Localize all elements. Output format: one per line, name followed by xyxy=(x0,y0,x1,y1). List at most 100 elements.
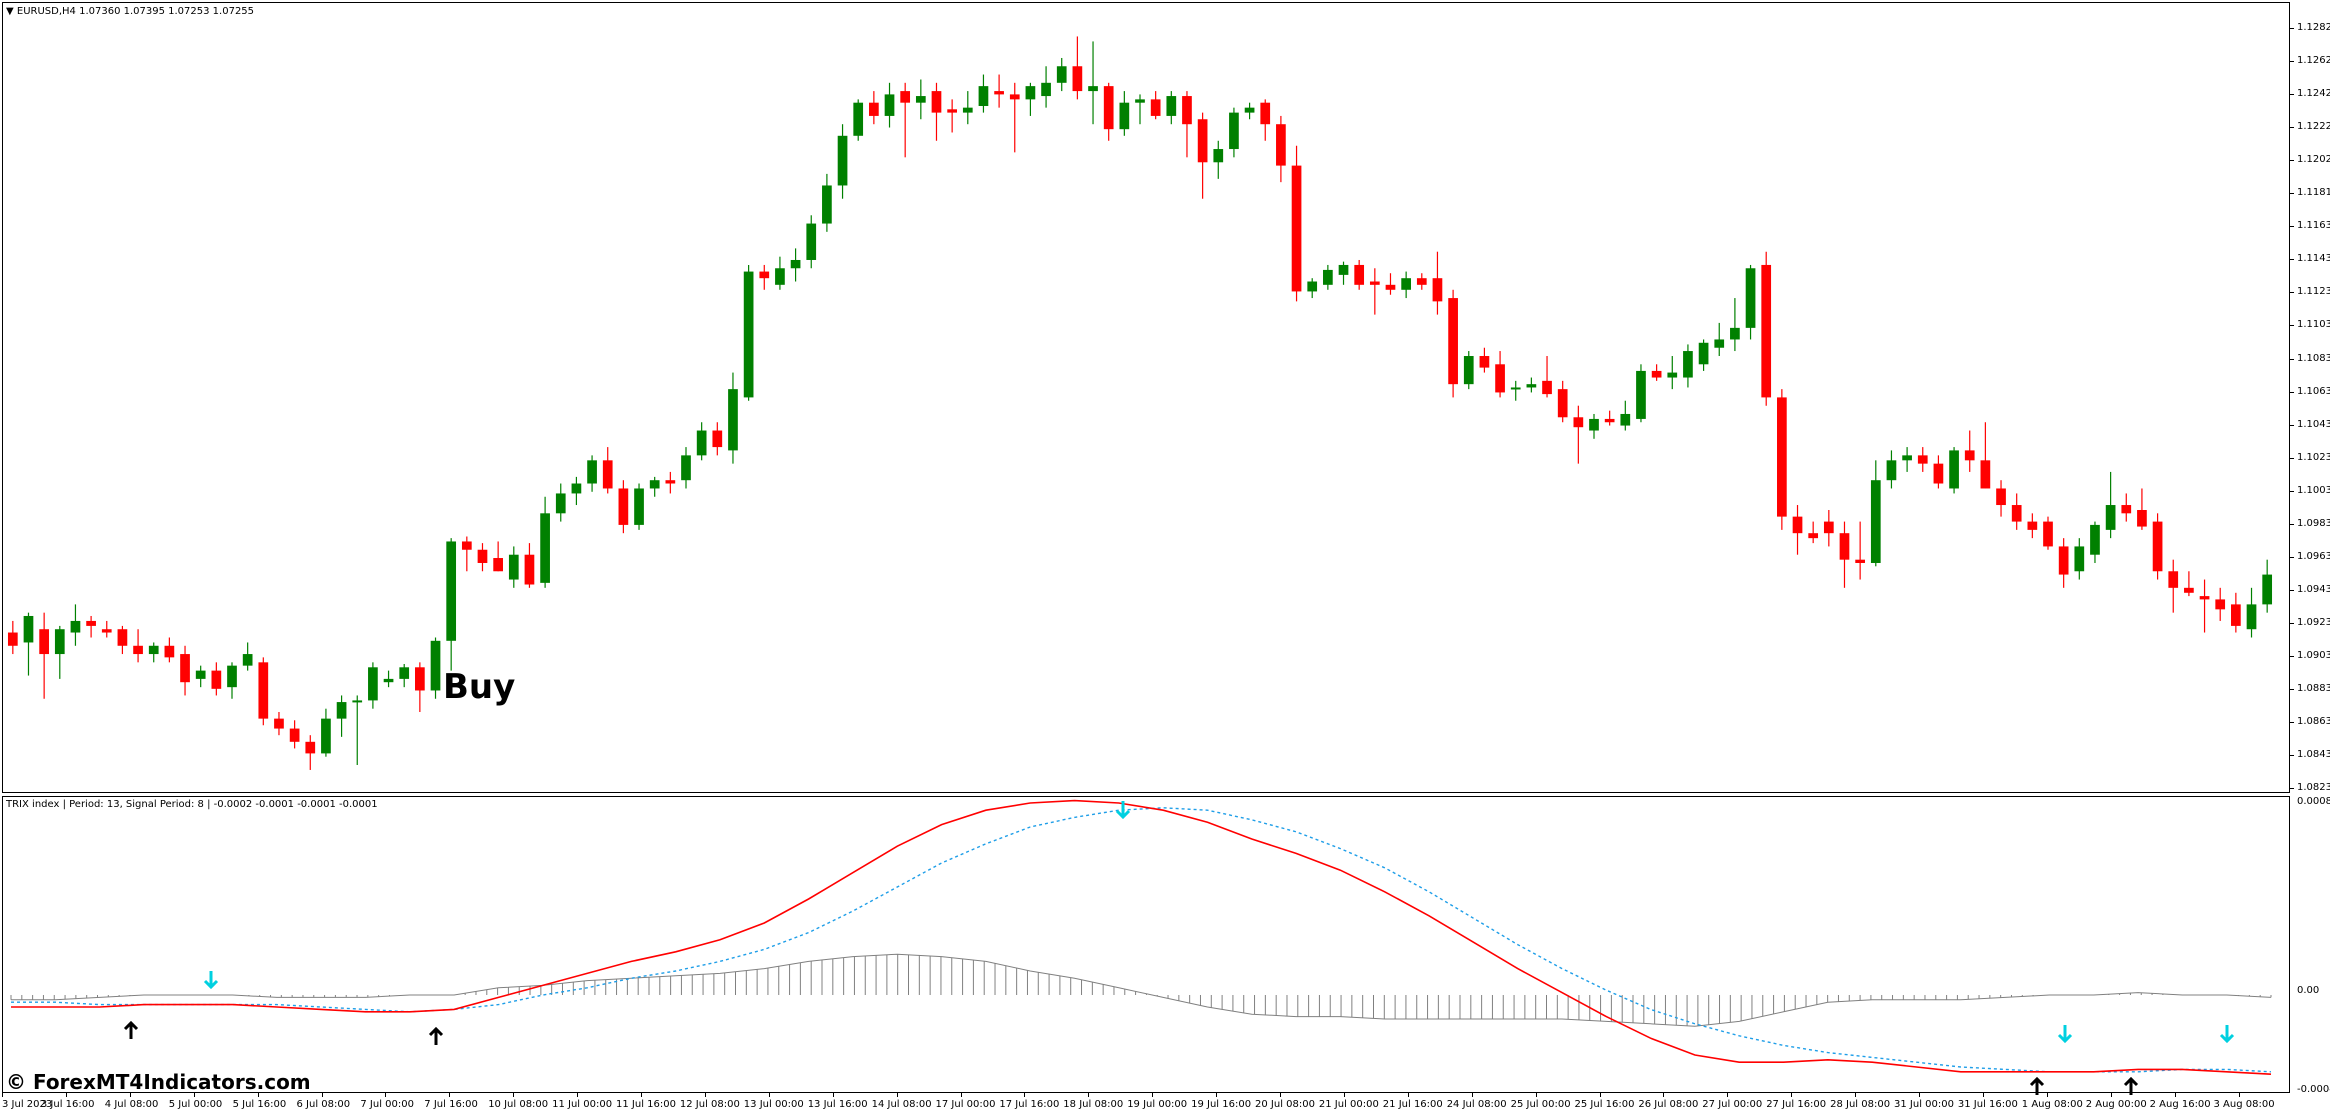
candle xyxy=(1761,251,1772,406)
candle xyxy=(1119,91,1130,136)
candle xyxy=(884,82,895,128)
candle xyxy=(1823,510,1834,547)
candle xyxy=(587,455,597,492)
candle xyxy=(555,483,566,522)
time-tick-label: 24 Jul 08:00 xyxy=(1446,1099,1507,1110)
candle xyxy=(227,662,237,699)
time-tick-label: 13 Jul 16:00 xyxy=(807,1099,868,1110)
candle xyxy=(634,483,644,530)
indicator-pane[interactable]: TRIX index | Period: 13, Signal Period: … xyxy=(2,796,2290,1095)
buy-arrow-icon xyxy=(2029,1076,2045,1095)
candle xyxy=(743,264,754,401)
candle xyxy=(1025,82,1036,116)
candle xyxy=(1526,377,1537,393)
price-tick-mark xyxy=(2289,259,2294,261)
trix-signal-line xyxy=(11,807,2272,1073)
time-tick-label: 28 Jul 08:00 xyxy=(1830,1099,1891,1110)
candle xyxy=(1964,430,1975,472)
price-tick-label: 1.09430 xyxy=(2297,583,2330,595)
time-tick-mark xyxy=(385,1093,387,1097)
candle xyxy=(1479,347,1490,373)
candle xyxy=(1933,455,1944,489)
candle xyxy=(1917,447,1928,472)
candle xyxy=(1088,41,1098,125)
time-tick-label: 1 Aug 08:00 xyxy=(2021,1099,2083,1110)
price-tick-label: 1.08635 xyxy=(2297,716,2330,728)
candle xyxy=(1276,115,1286,183)
time-tick-label: 2 Aug 00:00 xyxy=(2085,1099,2147,1110)
candle xyxy=(211,662,222,696)
time-tick-mark xyxy=(1599,1093,1601,1097)
time-tick-mark xyxy=(193,1093,195,1097)
candle xyxy=(1197,112,1208,199)
time-tick-label: 17 Jul 16:00 xyxy=(999,1099,1060,1110)
time-tick-label: 25 Jul 00:00 xyxy=(1510,1099,1571,1110)
trix-histogram xyxy=(10,954,2272,1026)
candle xyxy=(1495,351,1505,398)
price-tick-label: 1.08235 xyxy=(2297,782,2330,794)
candle xyxy=(1980,422,1991,489)
price-chart-pane[interactable]: ▼ EURUSD,H4 1.07360 1.07395 1.07253 1.07… xyxy=(2,2,2290,793)
time-tick-label: 31 Jul 16:00 xyxy=(1957,1099,2018,1110)
time-tick-mark xyxy=(2238,1093,2240,1097)
candle xyxy=(1072,36,1083,100)
time-tick-mark xyxy=(1280,1093,1281,1097)
candle xyxy=(947,99,957,133)
candle xyxy=(446,538,457,671)
candle xyxy=(1463,351,1474,390)
sell-arrow-icon xyxy=(2219,1025,2235,1044)
candle xyxy=(1448,289,1458,398)
time-tick-label: 7 Jul 00:00 xyxy=(360,1099,414,1110)
candle xyxy=(2168,559,2179,613)
price-tick-mark xyxy=(2289,28,2294,29)
candle xyxy=(681,447,691,489)
candle xyxy=(1730,298,1740,352)
price-tick-label: 1.10430 xyxy=(2297,418,2330,430)
time-tick-label: 19 Jul 00:00 xyxy=(1127,1099,1188,1110)
price-tick-label: 1.11430 xyxy=(2297,253,2330,265)
dropdown-icon[interactable]: ▼ xyxy=(6,6,14,17)
candle xyxy=(1260,99,1271,141)
candle xyxy=(1385,273,1396,295)
candle xyxy=(2231,592,2241,633)
time-tick-mark xyxy=(768,1093,770,1097)
candle xyxy=(2043,516,2053,550)
price-tick-mark xyxy=(2289,94,2294,96)
time-tick-mark xyxy=(1024,1093,1026,1097)
candle xyxy=(1416,273,1427,290)
price-tick-label: 1.10830 xyxy=(2297,352,2330,364)
price-tick-mark xyxy=(2289,589,2294,591)
candle xyxy=(1949,447,1959,494)
candle xyxy=(1573,405,1584,464)
candle xyxy=(900,82,911,158)
price-tick-label: 1.12225 xyxy=(2297,121,2330,133)
time-tick-mark xyxy=(65,1093,67,1097)
price-tick-label: 1.09235 xyxy=(2297,616,2330,628)
time-tick-label: 4 Jul 08:00 xyxy=(104,1099,159,1110)
candle xyxy=(602,447,613,494)
candle xyxy=(1651,364,1662,381)
price-tick-label: 1.08835 xyxy=(2297,683,2330,694)
candle xyxy=(806,215,817,269)
price-tick-mark xyxy=(2289,226,2294,228)
candle xyxy=(1698,339,1709,371)
watermark: © ForexMT4Indicators.com xyxy=(6,1070,311,1094)
price-tick-mark xyxy=(2289,523,2294,525)
time-tick-mark xyxy=(2174,1093,2176,1097)
time-tick-mark xyxy=(832,1093,834,1097)
candle xyxy=(274,712,284,736)
candle xyxy=(696,422,707,461)
price-tick-label: 1.08435 xyxy=(2297,749,2330,761)
candle xyxy=(352,695,363,765)
time-tick-label: 3 Jul 2023 xyxy=(2,1099,53,1110)
candle xyxy=(133,629,143,663)
candle xyxy=(524,543,535,588)
candle xyxy=(1557,380,1568,423)
candle xyxy=(869,91,879,125)
price-tick-mark xyxy=(2289,755,2294,757)
sell-arrow-icon xyxy=(2057,1025,2073,1044)
candle xyxy=(39,612,49,699)
time-tick-mark xyxy=(1088,1093,1090,1097)
time-tick-mark xyxy=(2110,1093,2112,1097)
candle xyxy=(1354,259,1365,290)
